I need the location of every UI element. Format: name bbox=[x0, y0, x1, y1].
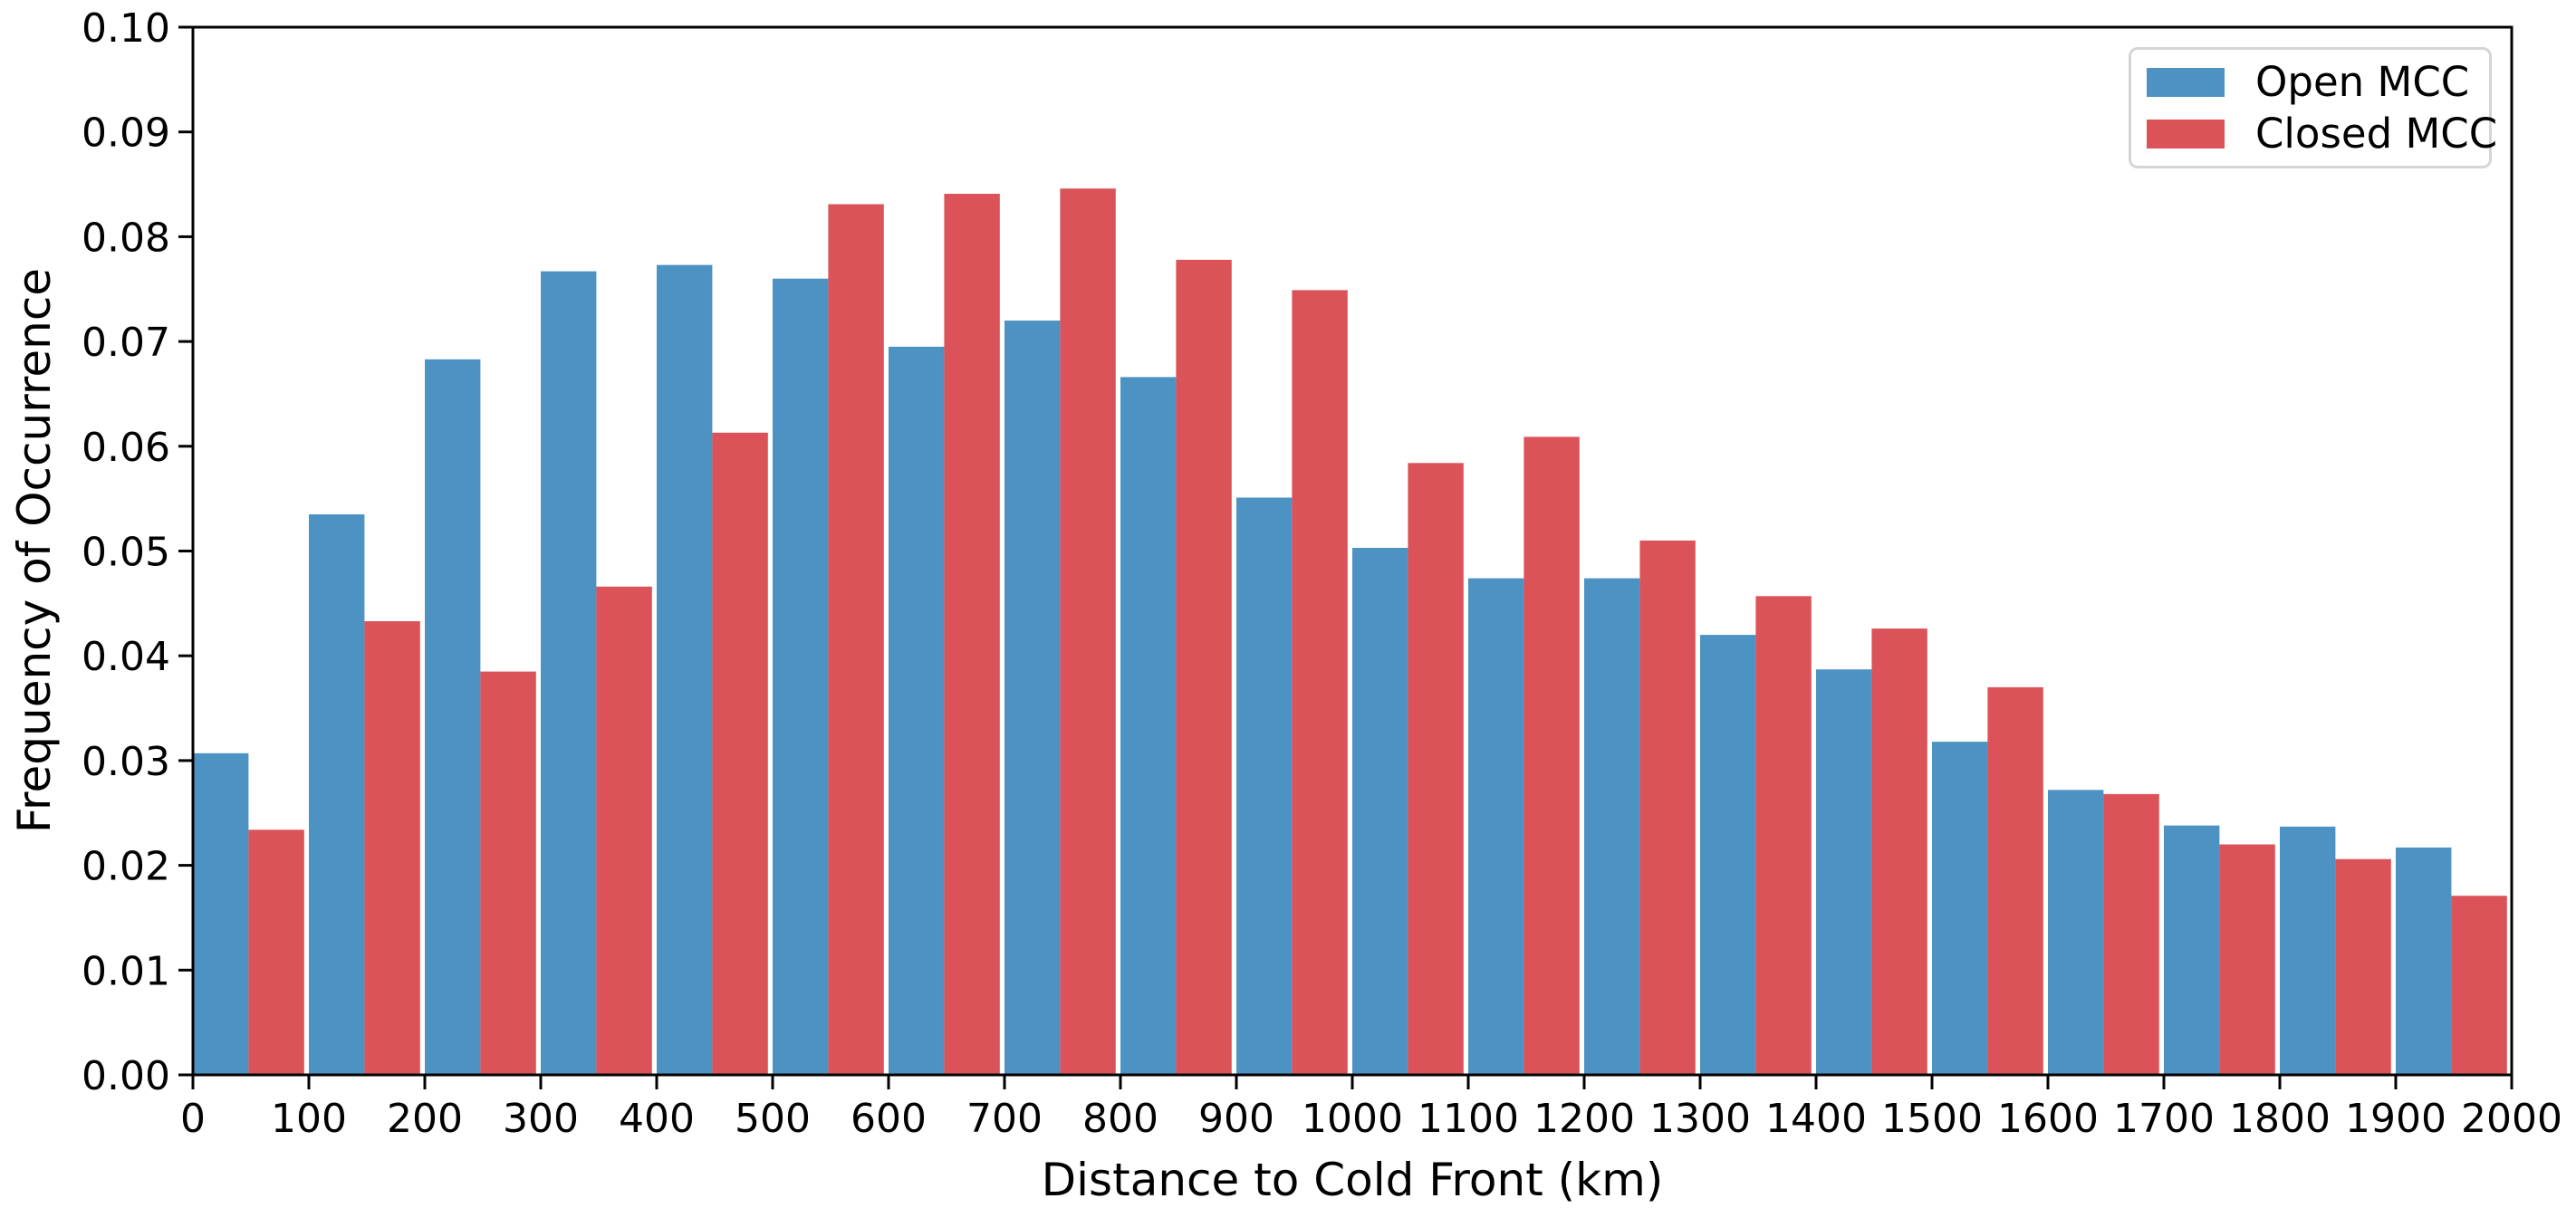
y-tick-label: 0.05 bbox=[82, 530, 170, 576]
x-tick-label: 1100 bbox=[1418, 1096, 1519, 1142]
x-tick-label: 100 bbox=[271, 1096, 347, 1142]
open-mcc-swatch bbox=[2147, 67, 2225, 97]
x-tick-label: 300 bbox=[503, 1096, 579, 1142]
x-tick-label: 900 bbox=[1198, 1096, 1274, 1142]
bar-closed-mcc-bin-7 bbox=[1060, 188, 1116, 1075]
bar-closed-mcc-bin-15 bbox=[1987, 686, 2043, 1075]
bar-open-mcc-bin-1 bbox=[309, 514, 365, 1075]
x-axis-label: Distance to Cold Front (km) bbox=[1042, 1154, 1664, 1206]
axes-group: 0 100 200 300 400 500 600 700 800 900 1000 1100 1200… bbox=[82, 5, 2562, 1142]
x-tick-label: 1400 bbox=[1765, 1096, 1867, 1142]
bar-closed-mcc-bin-13 bbox=[1755, 596, 1812, 1075]
bar-closed-mcc-bin-4 bbox=[712, 432, 768, 1075]
bar-open-mcc-bin-10 bbox=[1352, 548, 1408, 1075]
bar-open-mcc-bin-16 bbox=[2048, 790, 2104, 1075]
bar-closed-mcc-bin-14 bbox=[1871, 628, 1927, 1075]
bar-closed-mcc-bin-9 bbox=[1292, 290, 1348, 1075]
bar-closed-mcc-bin-3 bbox=[596, 586, 652, 1075]
bar-open-mcc-bin-14 bbox=[1816, 669, 1872, 1075]
bar-closed-mcc-bin-12 bbox=[1639, 540, 1696, 1075]
x-tick-label: 1000 bbox=[1302, 1096, 1403, 1142]
x-tick-label: 1300 bbox=[1649, 1096, 1751, 1142]
bar-closed-mcc-bin-17 bbox=[2219, 844, 2275, 1075]
legend-label-open-mcc: Open MCC bbox=[2255, 58, 2470, 106]
x-tick-label: 600 bbox=[851, 1096, 927, 1142]
bar-closed-mcc-bin-5 bbox=[828, 204, 884, 1075]
x-tick-label: 1800 bbox=[2229, 1096, 2331, 1142]
y-tick-label: 0.04 bbox=[82, 634, 170, 680]
bar-open-mcc-bin-2 bbox=[425, 359, 481, 1075]
y-tick-label: 0.06 bbox=[82, 425, 170, 471]
bar-closed-mcc-bin-1 bbox=[364, 621, 420, 1075]
x-tick-label: 500 bbox=[735, 1096, 811, 1142]
bar-open-mcc-bin-19 bbox=[2396, 847, 2452, 1075]
bar-open-mcc-bin-4 bbox=[657, 264, 713, 1076]
x-tick-label: 2000 bbox=[2461, 1096, 2562, 1142]
bar-closed-mcc-bin-19 bbox=[2451, 896, 2507, 1075]
y-tick-label: 0.02 bbox=[82, 844, 170, 890]
bar-open-mcc-bin-17 bbox=[2164, 825, 2220, 1075]
bar-open-mcc-bin-11 bbox=[1468, 578, 1524, 1075]
x-tick-label: 200 bbox=[387, 1096, 463, 1142]
bar-open-mcc-bin-18 bbox=[2280, 826, 2336, 1075]
x-tick-label: 1500 bbox=[1881, 1096, 1983, 1142]
bar-open-mcc-bin-7 bbox=[1004, 321, 1061, 1075]
legend-item-closed-mcc: Closed MCC bbox=[2147, 113, 2497, 154]
bar-closed-mcc-bin-16 bbox=[2103, 793, 2159, 1075]
bar-open-mcc-bin-12 bbox=[1584, 578, 1640, 1075]
bar-open-mcc-bin-8 bbox=[1120, 377, 1177, 1075]
bar-closed-mcc-bin-18 bbox=[2335, 858, 2391, 1075]
y-tick-label: 0.01 bbox=[82, 948, 170, 994]
bar-closed-mcc-bin-6 bbox=[944, 194, 1000, 1075]
bar-open-mcc-bin-5 bbox=[773, 278, 829, 1075]
y-tick-label: 0.10 bbox=[82, 5, 170, 52]
bar-closed-mcc-bin-2 bbox=[480, 671, 536, 1075]
bar-closed-mcc-bin-8 bbox=[1176, 259, 1232, 1075]
legend-item-open-mcc: Open MCC bbox=[2147, 62, 2489, 102]
bar-open-mcc-bin-3 bbox=[541, 271, 597, 1076]
y-axis-label: Frequency of Occurrence bbox=[8, 268, 61, 833]
closed-mcc-swatch bbox=[2147, 119, 2225, 149]
y-tick-label: 0.03 bbox=[82, 739, 170, 785]
bar-open-mcc-bin-13 bbox=[1700, 635, 1756, 1075]
y-tick-label: 0.08 bbox=[82, 215, 170, 261]
bar-closed-mcc-bin-0 bbox=[248, 829, 304, 1075]
x-tick-label: 800 bbox=[1082, 1096, 1158, 1142]
y-tick-label: 0.07 bbox=[82, 320, 170, 366]
x-tick-label: 0 bbox=[180, 1096, 206, 1142]
bar-open-mcc-bin-15 bbox=[1932, 742, 1988, 1075]
legend-label-closed-mcc: Closed MCC bbox=[2255, 110, 2498, 158]
bar-closed-mcc-bin-10 bbox=[1408, 463, 1464, 1075]
bar-open-mcc-bin-9 bbox=[1236, 497, 1293, 1075]
x-tick-label: 1600 bbox=[1997, 1096, 2099, 1142]
x-tick-label: 1700 bbox=[2113, 1096, 2215, 1142]
x-tick-label: 1200 bbox=[1533, 1096, 1635, 1142]
x-tick-label: 700 bbox=[966, 1096, 1043, 1142]
bars-group bbox=[193, 188, 2507, 1076]
bar-closed-mcc-bin-11 bbox=[1523, 436, 1580, 1075]
x-tick-label: 1900 bbox=[2345, 1096, 2446, 1142]
bar-open-mcc-bin-0 bbox=[193, 753, 249, 1075]
bar-open-mcc-bin-6 bbox=[889, 346, 945, 1075]
y-tick-label: 0.09 bbox=[82, 110, 170, 157]
x-tick-label: 400 bbox=[619, 1096, 695, 1142]
y-tick-label: 0.00 bbox=[82, 1053, 170, 1099]
legend: Open MCC Closed MCC bbox=[2129, 47, 2497, 168]
